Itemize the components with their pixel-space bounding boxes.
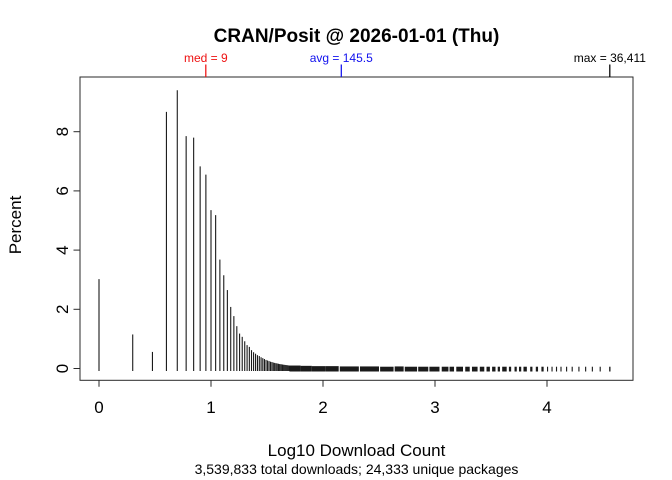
tail-segment bbox=[578, 366, 580, 372]
x-tick-label: 0 bbox=[94, 398, 103, 417]
tail-segment bbox=[325, 366, 339, 372]
y-tick-label: 8 bbox=[53, 127, 72, 136]
tail-segment bbox=[599, 366, 601, 372]
tail-segment bbox=[502, 366, 507, 372]
tail-segment bbox=[404, 366, 418, 372]
tail-segment bbox=[555, 366, 558, 372]
mean-annotation: avg = 145.5 bbox=[309, 51, 373, 65]
x-tick-label: 1 bbox=[206, 398, 215, 417]
y-axis-label: Percent bbox=[6, 195, 25, 255]
y-tick-label: 0 bbox=[53, 364, 72, 373]
x-tick-label: 4 bbox=[542, 398, 551, 417]
tail-segment bbox=[551, 366, 553, 372]
tail-segment bbox=[465, 366, 470, 372]
tail-segment bbox=[535, 366, 539, 372]
tail-segment bbox=[380, 366, 394, 372]
tail-segment bbox=[508, 366, 512, 372]
plot-title: CRAN/Posit @ 2026-01-01 (Thu) bbox=[213, 26, 500, 47]
x-tick-label: 2 bbox=[318, 398, 327, 417]
tail-segment bbox=[479, 366, 485, 372]
tail-segment bbox=[456, 366, 463, 372]
tail-segment bbox=[609, 366, 611, 372]
totals-footnote: 3,539,833 total downloads; 24,333 unique… bbox=[194, 461, 519, 477]
tail-segment bbox=[492, 366, 496, 372]
max-annotation: max = 36,411 bbox=[573, 51, 646, 65]
y-tick-label: 4 bbox=[53, 245, 72, 254]
tail-segment bbox=[449, 366, 455, 372]
tail-segment bbox=[441, 366, 449, 372]
tail-segment bbox=[571, 366, 573, 372]
tail-segment bbox=[585, 366, 587, 372]
tail-segment bbox=[418, 366, 429, 372]
tail-segment bbox=[530, 366, 533, 372]
tail-segment bbox=[289, 365, 301, 372]
tail-segment bbox=[547, 366, 549, 372]
tail-segment bbox=[359, 366, 379, 372]
tail-segment bbox=[339, 366, 359, 372]
tail-segment bbox=[519, 366, 522, 372]
tail-segment bbox=[394, 366, 404, 372]
x-axis-label: Log10 Download Count bbox=[267, 441, 446, 460]
tail-segment bbox=[300, 365, 312, 372]
tail-segment bbox=[497, 366, 500, 372]
tail-segment bbox=[486, 366, 490, 372]
tail-segment bbox=[566, 366, 568, 372]
x-tick-label: 3 bbox=[430, 398, 439, 417]
tail-segment bbox=[541, 366, 544, 372]
tail-segment bbox=[429, 366, 440, 372]
tail-segment bbox=[471, 366, 478, 372]
tail-segment bbox=[523, 366, 527, 372]
tail-segment bbox=[591, 366, 593, 372]
median-annotation: med = 9 bbox=[183, 51, 228, 65]
tail-segment bbox=[560, 366, 562, 372]
tail-segment bbox=[311, 366, 326, 372]
tail-segment bbox=[514, 366, 517, 372]
y-tick-label: 6 bbox=[53, 186, 72, 195]
plot-box bbox=[79, 76, 634, 381]
y-tick-label: 2 bbox=[53, 305, 72, 314]
